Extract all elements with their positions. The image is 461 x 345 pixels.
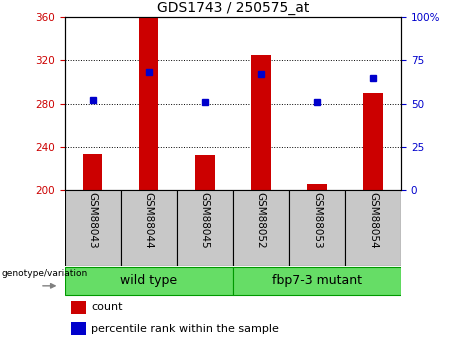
Bar [83,154,102,190]
Bar [251,55,271,190]
Bar [71,322,86,335]
Bar [289,190,345,266]
Bar [363,93,383,190]
Text: fbp7-3 mutant: fbp7-3 mutant [272,274,362,287]
Bar [195,155,214,190]
Text: percentile rank within the sample: percentile rank within the sample [91,324,279,334]
Text: GSM88053: GSM88053 [312,192,322,249]
Text: GSM88044: GSM88044 [144,192,154,249]
Bar [121,190,177,266]
Text: genotype/variation: genotype/variation [1,269,88,278]
Bar [65,267,233,295]
Bar [177,190,233,266]
Text: GSM88043: GSM88043 [88,192,98,249]
Bar [345,190,401,266]
Text: GSM88052: GSM88052 [256,192,266,249]
Bar [139,17,159,190]
Title: GDS1743 / 250575_at: GDS1743 / 250575_at [157,1,309,15]
Bar [65,190,121,266]
Bar [307,184,327,190]
Text: count: count [91,303,123,313]
Bar [233,190,289,266]
Bar [71,301,86,314]
Text: GSM88045: GSM88045 [200,192,210,249]
Text: GSM88054: GSM88054 [368,192,378,249]
Bar [233,267,401,295]
Text: wild type: wild type [120,274,177,287]
